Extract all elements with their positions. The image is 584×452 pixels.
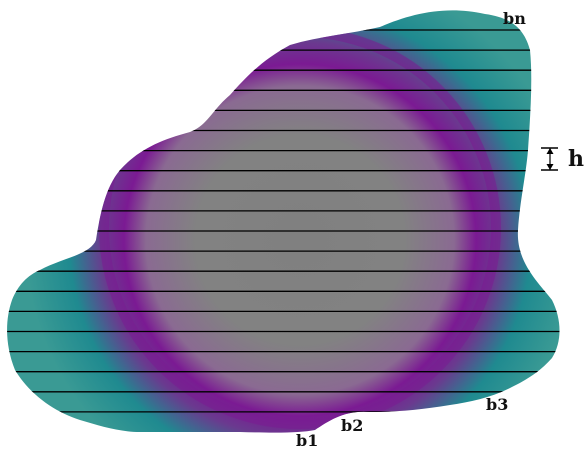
h-dimension-marker	[541, 147, 558, 171]
irregular-region	[7, 10, 560, 433]
label-b3: b3	[486, 395, 508, 414]
label-b1: b1	[296, 431, 318, 450]
label-bn: bn	[503, 9, 526, 28]
label-h: h	[568, 146, 584, 172]
slice-lines	[7, 29, 560, 413]
label-b2: b2	[341, 416, 363, 435]
